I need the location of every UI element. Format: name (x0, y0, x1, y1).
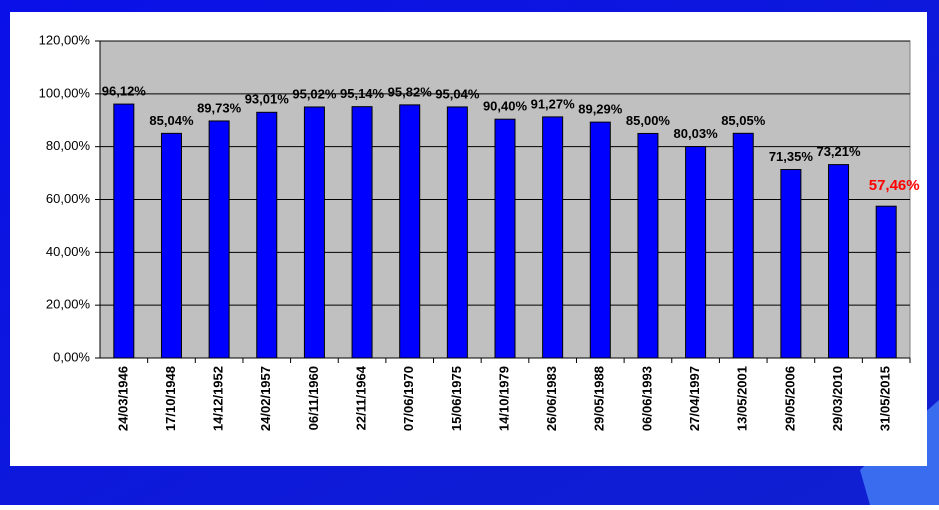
x-tick-label: 13/05/2001 (735, 366, 750, 431)
bar (589, 121, 611, 359)
x-tick-label: 14/10/1979 (496, 366, 511, 431)
y-tick-label: 40,00% (46, 244, 91, 259)
bar (685, 146, 707, 359)
value-label: 95,14% (340, 86, 385, 101)
x-tick-label: 07/06/1970 (401, 366, 416, 431)
value-label: 73,21% (816, 144, 861, 159)
x-tick-label: 31/05/2015 (878, 366, 893, 431)
bar (732, 132, 754, 359)
value-label: 95,02% (292, 86, 337, 101)
x-tick-label: 14/12/1952 (211, 366, 226, 431)
bar (160, 132, 182, 359)
bar (780, 169, 802, 359)
x-tick-label: 15/06/1975 (449, 366, 464, 431)
bar (113, 103, 135, 359)
bar (303, 106, 325, 359)
y-tick-label: 100,00% (39, 85, 91, 100)
bar (637, 132, 659, 359)
value-label: 95,82% (388, 84, 433, 99)
bar (494, 118, 516, 359)
value-label: 89,29% (578, 102, 623, 117)
value-label: 93,01% (245, 92, 290, 107)
value-label: 85,00% (626, 113, 671, 128)
bar (828, 164, 850, 359)
bar (399, 104, 421, 359)
bar (208, 120, 230, 359)
value-label: 57,46% (869, 177, 920, 194)
x-tick-label: 29/03/2010 (830, 366, 845, 431)
x-tick-label: 06/06/1993 (639, 366, 654, 431)
bar (875, 205, 897, 359)
x-tick-label: 29/05/2006 (782, 366, 797, 431)
x-tick-label: 29/05/1988 (592, 366, 607, 431)
x-tick-label: 22/11/1964 (353, 365, 368, 430)
value-label: 85,05% (721, 113, 766, 128)
bar (542, 116, 564, 359)
y-tick-label: 0,00% (53, 349, 90, 364)
value-label: 91,27% (531, 96, 576, 111)
value-label: 71,35% (769, 149, 814, 164)
y-tick-label: 80,00% (46, 138, 91, 153)
value-label: 96,12% (102, 84, 147, 99)
bar (256, 111, 278, 359)
y-tick-label: 120,00% (39, 32, 91, 47)
x-tick-label: 24/02/1957 (258, 366, 273, 431)
x-tick-label: 17/10/1948 (163, 366, 178, 431)
x-tick-label: 27/04/1997 (687, 366, 702, 431)
y-tick-label: 20,00% (46, 297, 91, 312)
bar (446, 106, 468, 359)
value-label: 90,40% (483, 99, 528, 114)
value-label: 95,04% (435, 86, 480, 101)
x-tick-label: 24/03/1946 (115, 366, 130, 431)
x-tick-label: 06/11/1960 (306, 366, 321, 430)
value-label: 80,03% (674, 126, 719, 141)
value-label: 85,04% (149, 113, 194, 128)
value-label: 89,73% (197, 100, 242, 115)
x-tick-label: 26/06/1983 (544, 366, 559, 431)
y-tick-label: 60,00% (46, 191, 91, 206)
bar (351, 106, 373, 359)
